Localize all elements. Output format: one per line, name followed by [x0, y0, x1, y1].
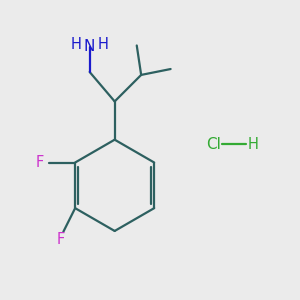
Text: F: F — [36, 155, 44, 170]
Text: H: H — [248, 136, 259, 152]
Text: N: N — [84, 39, 95, 54]
Text: F: F — [56, 232, 64, 247]
Text: H: H — [71, 37, 82, 52]
Text: Cl: Cl — [206, 136, 221, 152]
Text: H: H — [98, 37, 108, 52]
